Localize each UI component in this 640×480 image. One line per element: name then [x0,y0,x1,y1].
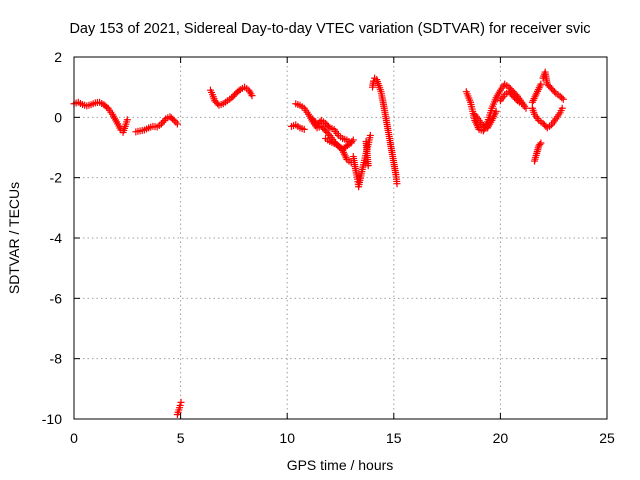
grid-lines [74,57,607,419]
data-point [177,398,185,406]
data-point [324,130,332,138]
data-point [169,115,177,123]
data-point [556,92,564,100]
x-tick-label: 0 [70,430,78,446]
x-tick-label: 20 [493,430,509,446]
y-tick-label: 2 [54,49,62,65]
x-tick-label: 15 [386,430,402,446]
axis-ticks [73,56,608,420]
data-marks [70,68,567,418]
data-point [348,137,356,145]
data-point [349,136,357,144]
x-tick-label: 25 [599,430,615,446]
data-point [512,95,520,103]
x-axis-label: GPS time / hours [287,457,394,473]
y-tick-label: -10 [42,411,62,427]
y-tick-labels: -10 -8 -6 -4 -2 0 2 [42,49,62,427]
x-tick-label: 10 [279,430,295,446]
data-point [324,122,332,130]
y-tick-label: 0 [54,109,62,125]
y-tick-label: -4 [50,230,63,246]
y-tick-label: -6 [50,290,63,306]
data-point [393,180,401,188]
data-point [366,131,374,139]
y-tick-label: -8 [50,351,63,367]
data-point [492,107,500,115]
data-point [176,401,184,409]
data-point [518,100,526,108]
data-point [536,140,544,148]
chart-title: Day 153 of 2021, Sidereal Day-to-day VTE… [69,21,590,37]
data-point [248,92,256,100]
data-point [558,104,566,112]
data-point [537,139,545,147]
data-point [300,125,308,133]
data-point [123,116,131,124]
data-point [522,104,530,112]
data-point [550,88,558,96]
x-tick-labels: 0 5 10 15 20 25 [70,430,615,446]
data-point [235,87,243,95]
y-axis-label: SDTVAR / TECUs [6,182,22,294]
data-point [364,162,372,170]
data-point [559,95,567,103]
data-point [558,94,566,102]
x-tick-label: 5 [177,430,185,446]
data-point [537,80,545,88]
data-point [160,117,168,125]
y-tick-label: -2 [50,170,63,186]
data-point [173,120,181,128]
